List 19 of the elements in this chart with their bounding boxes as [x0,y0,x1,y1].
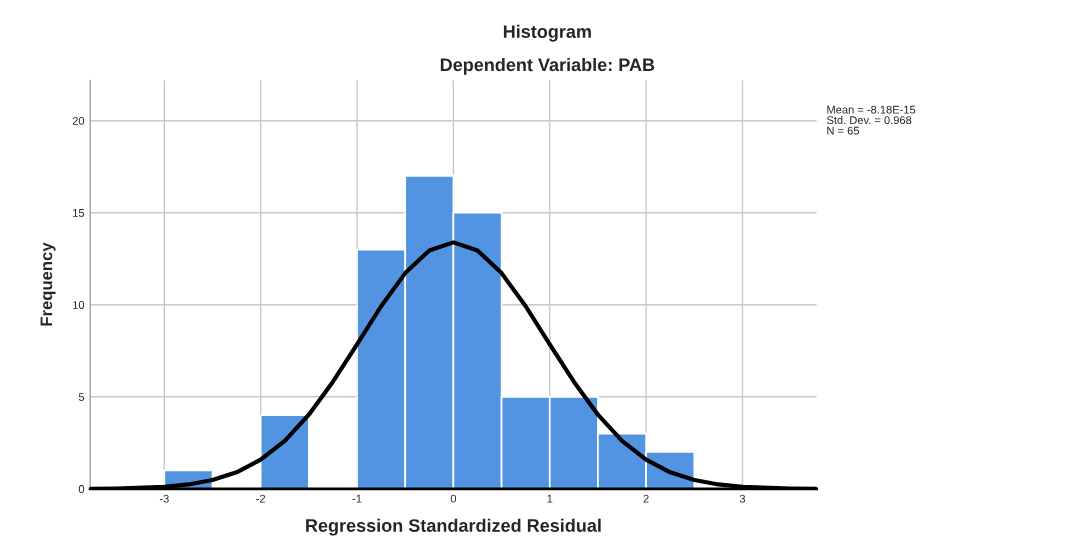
y-tick-label: 15 [73,209,85,217]
x-tick-label: -2 [256,494,266,503]
y-tick-label: 0 [78,485,85,493]
y-tick-label: 10 [73,301,85,309]
text: N = 65 [827,126,860,135]
y-axis-title: Frequency [40,242,56,326]
text: Mean = -8.18E-15 [827,105,916,114]
chart-subtitle: Dependent Variable: PAB [440,57,655,75]
x-axis-title: Regression Standardized Residual [306,518,601,536]
x-tick-label: 0 [450,494,457,503]
text: Std. Dev. = 0.968 [826,115,912,125]
x-tick-label: 3 [739,494,746,503]
chart-title: Histogram [503,24,591,42]
x-tick-label: -3 [159,494,169,503]
x-tick-label: 1 [547,494,553,503]
x-tick-label: 2 [643,494,649,503]
y-tick-label: 5 [78,393,85,401]
y-tick-label: 20 [72,116,85,125]
x-tick-label: -1 [352,494,362,503]
